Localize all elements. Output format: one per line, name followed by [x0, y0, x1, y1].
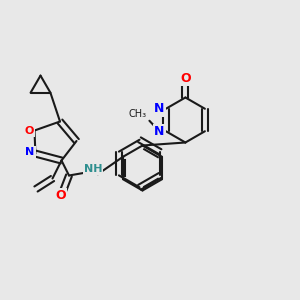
Text: O: O	[180, 72, 191, 85]
Text: CH₃: CH₃	[129, 109, 147, 119]
Text: N: N	[26, 147, 34, 157]
Text: O: O	[56, 189, 66, 202]
Text: N: N	[154, 125, 164, 138]
Text: O: O	[24, 125, 34, 136]
Text: NH: NH	[84, 164, 102, 174]
Text: N: N	[154, 102, 164, 115]
